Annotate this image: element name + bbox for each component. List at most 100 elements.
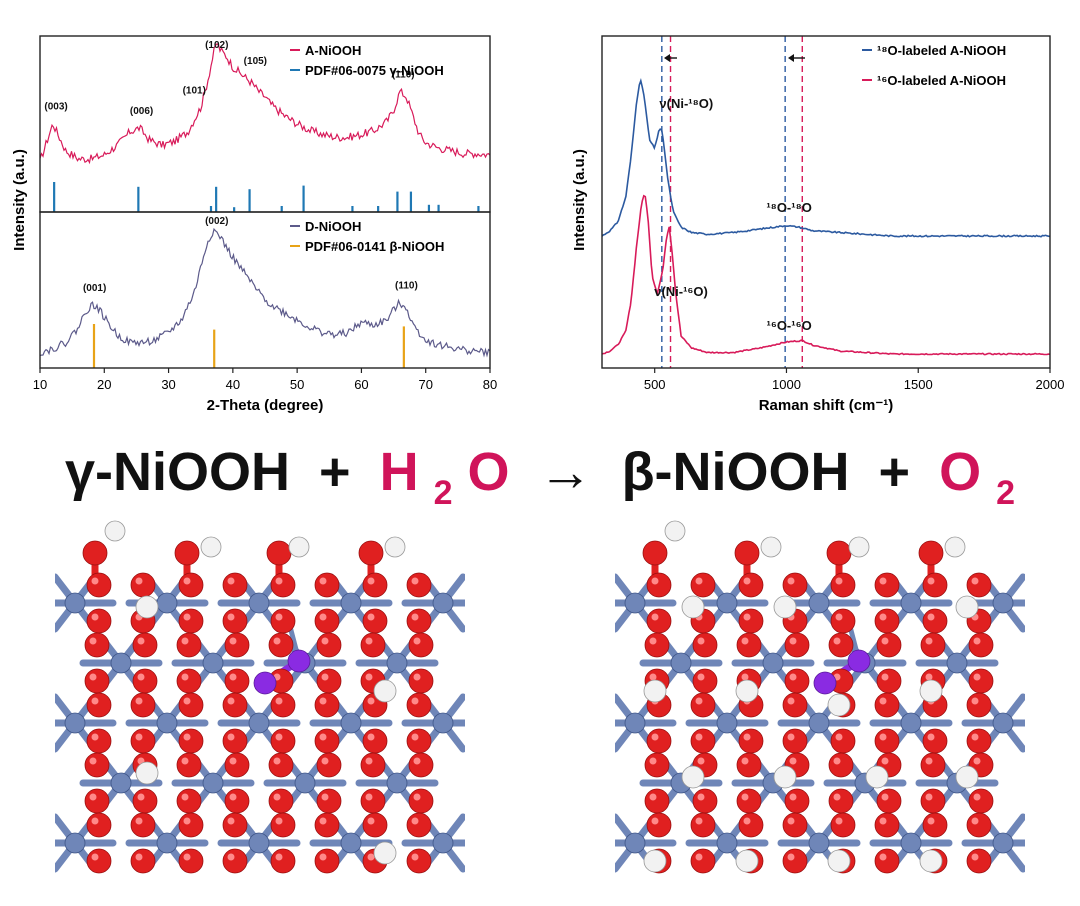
oxygen-atom	[224, 788, 250, 814]
xrd-x-ticks: 10 20 30 40 50 60 70 80	[33, 368, 497, 392]
oxygen-atom	[86, 572, 112, 598]
oxygen-atom	[178, 608, 204, 634]
surface-hydrogen-atom	[288, 536, 310, 558]
oxygen-highlight	[695, 577, 703, 585]
xrd-top-plot: (003) (006) (101) (102) (105) (110)	[39, 40, 491, 212]
oxygen-highlight	[367, 697, 375, 705]
oxygen-highlight	[321, 757, 329, 765]
oxygen-highlight	[183, 733, 191, 741]
oxygen-highlight	[879, 853, 887, 861]
oxygen-highlight	[137, 673, 145, 681]
oxygen-atom	[178, 728, 204, 754]
xrd-peak-label: (105)	[244, 56, 267, 67]
xrd-x-axis-label: 2-Theta (degree)	[207, 397, 324, 414]
oxygen-highlight	[971, 577, 979, 585]
xrd-peak-label: (001)	[83, 283, 106, 294]
oxygen-highlight	[789, 673, 797, 681]
xrd-series-0-0	[39, 43, 491, 165]
oxygen-atom	[968, 788, 994, 814]
oxygen-atom	[830, 608, 856, 634]
oxygen-atom	[406, 692, 432, 718]
oxygen-atom	[966, 812, 992, 838]
raman-annotation: ¹⁶O-¹⁶O	[767, 318, 812, 333]
raman-series-0	[601, 77, 1051, 238]
oxygen-highlight	[321, 673, 329, 681]
oxygen-highlight	[411, 853, 419, 861]
oxygen-atom	[270, 608, 296, 634]
oxygen-highlight	[319, 577, 327, 585]
equation-oxygen: O	[939, 442, 981, 502]
oxygen-highlight	[649, 793, 657, 801]
nickel-atom	[900, 832, 922, 854]
xrd-peak-label: (002)	[205, 216, 228, 227]
oxygen-highlight	[229, 673, 237, 681]
hydrogen-atom	[735, 679, 759, 703]
oxygen-atom	[360, 752, 386, 778]
oxygen-highlight	[787, 697, 795, 705]
oxygen-highlight	[275, 733, 283, 741]
surface-oxygen-atom	[918, 540, 944, 566]
nickel-atom	[808, 712, 830, 734]
oxygen-atom	[270, 812, 296, 838]
oxygen-highlight	[411, 697, 419, 705]
oxygen-atom	[692, 788, 718, 814]
oxygen-atom	[736, 752, 762, 778]
oxygen-atom	[784, 632, 810, 658]
hydrogen-atom	[827, 693, 851, 717]
oxygen-highlight	[275, 613, 283, 621]
reaction-equation: γ-NiOOH + H 2 O → β-NiOOH + O 2	[65, 442, 1015, 512]
oxygen-atom	[130, 812, 156, 838]
oxygen-atom	[736, 632, 762, 658]
nickel-atom	[202, 652, 224, 674]
equation-reactant: γ-NiOOH	[65, 442, 290, 502]
oxygen-atom	[314, 848, 340, 874]
nickel-atom	[946, 652, 968, 674]
oxygen-highlight	[365, 793, 373, 801]
oxygen-highlight	[695, 697, 703, 705]
oxygen-highlight	[651, 577, 659, 585]
oxygen-atom	[406, 848, 432, 874]
oxygen-highlight	[227, 817, 235, 825]
oxygen-highlight	[695, 853, 703, 861]
oxygen-atom	[922, 812, 948, 838]
oxygen-highlight	[927, 577, 935, 585]
oxygen-highlight	[927, 817, 935, 825]
oxygen-atom	[830, 728, 856, 754]
surface-hydrogen-atom	[200, 536, 222, 558]
oxygen-atom	[738, 728, 764, 754]
oxygen-highlight	[649, 757, 657, 765]
oxygen-highlight	[365, 637, 373, 645]
xrd-bottom-plot: (001) (002) (110)	[39, 216, 491, 368]
oxygen-highlight	[275, 817, 283, 825]
oxygen-atom	[968, 668, 994, 694]
oxygen-highlight	[835, 733, 843, 741]
xrd-y-axis-label: Intensity (a.u.)	[11, 149, 28, 251]
oxygen-atom	[646, 728, 672, 754]
oxygen-highlight	[743, 817, 751, 825]
xrd-series-1-0	[39, 227, 491, 358]
oxygen-highlight	[789, 793, 797, 801]
raman-x-tick-label: 1000	[772, 377, 801, 392]
nickel-atom	[432, 712, 454, 734]
oxygen-atom	[176, 668, 202, 694]
oxygen-atom	[268, 752, 294, 778]
oxygen-highlight	[91, 853, 99, 861]
hydrogen-atom	[135, 761, 159, 785]
oxygen-highlight	[881, 637, 889, 645]
raman-annotation: ν(Ni-¹⁸O)	[659, 96, 713, 111]
hydrogen-atom	[373, 841, 397, 865]
hydrogen-atom	[773, 765, 797, 789]
oxygen-highlight	[649, 637, 657, 645]
oxygen-highlight	[229, 793, 237, 801]
legend-label-a-niooh: A-NiOOH	[305, 43, 361, 58]
hydrogen-atom	[643, 679, 667, 703]
oxygen-atom	[222, 572, 248, 598]
raman-plot: ν(Ni-¹⁸O) ¹⁸O-¹⁸O ν(Ni-¹⁶O) ¹⁶O-¹⁶O	[601, 36, 1051, 368]
oxygen-atom	[314, 608, 340, 634]
oxygen-atom	[828, 632, 854, 658]
nickel-atom	[340, 592, 362, 614]
xrd-x-tick-label: 30	[161, 377, 175, 392]
shift-arrows	[664, 54, 805, 62]
nickel-atom	[64, 592, 86, 614]
oxygen-atom	[646, 608, 672, 634]
